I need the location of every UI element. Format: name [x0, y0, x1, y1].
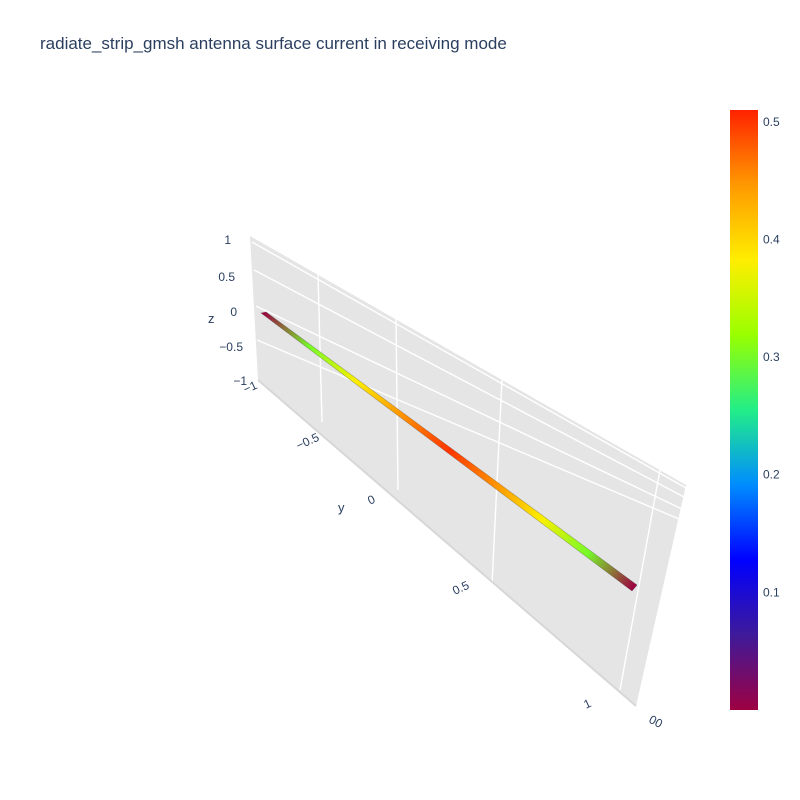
colorbar-tick-label: 0.3 — [763, 350, 780, 364]
colorbar-tick-label: 0.4 — [763, 232, 780, 246]
z-axis-tick-label: 1 — [224, 233, 231, 247]
colorbar-tick-label: 0.2 — [763, 468, 780, 482]
z-axis-tick-label: 0 — [230, 305, 237, 319]
colorbar-ticks: 0.1 0.2 0.3 0.4 0.5 — [763, 115, 780, 600]
z-axis-ticks: −1 −0.5 0 0.5 1 — [218, 233, 247, 388]
z-axis-tick-label: −1 — [233, 374, 247, 388]
scene-gridlines — [251, 241, 687, 691]
y-axis-tick-label: 0 — [365, 492, 377, 508]
chart-title: radiate_strip_gmsh antenna surface curre… — [40, 34, 507, 53]
y-axis-tick-label: 1 — [581, 696, 593, 712]
z-axis-tick-label: −0.5 — [219, 340, 243, 354]
scene-back-wall — [250, 236, 686, 706]
colorbar-tick-label: 0.5 — [763, 115, 780, 129]
antenna-strip-surface[interactable] — [260, 311, 638, 592]
y-axis-tick-label: −1 — [241, 378, 260, 397]
x-axis-tick-label: 00 — [647, 712, 666, 731]
z-axis-title: z — [208, 311, 215, 326]
antenna-strip[interactable] — [260, 311, 638, 592]
y-axis-tick-label: −0.5 — [294, 430, 322, 453]
colorbar-tick-label: 0.1 — [763, 585, 780, 599]
colorbar[interactable] — [730, 110, 758, 710]
y-axis-tick-label: 0.5 — [450, 578, 471, 598]
y-axis-title: y — [338, 500, 345, 515]
z-axis-tick-label: 0.5 — [218, 270, 235, 284]
scene-floor-edge — [257, 379, 637, 707]
